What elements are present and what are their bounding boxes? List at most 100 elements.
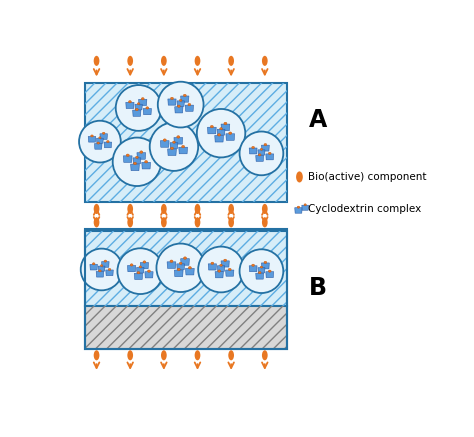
Ellipse shape: [188, 104, 191, 106]
Ellipse shape: [177, 105, 180, 108]
Ellipse shape: [182, 146, 185, 148]
Ellipse shape: [224, 259, 227, 261]
Polygon shape: [218, 266, 225, 271]
Bar: [85, 306, 287, 349]
Circle shape: [116, 85, 162, 131]
Ellipse shape: [179, 262, 182, 264]
Bar: [85, 231, 287, 306]
Ellipse shape: [104, 260, 107, 262]
Polygon shape: [170, 143, 178, 149]
Polygon shape: [134, 273, 143, 280]
Polygon shape: [179, 147, 188, 154]
Ellipse shape: [183, 94, 186, 97]
Ellipse shape: [136, 108, 138, 111]
Ellipse shape: [262, 217, 268, 227]
Ellipse shape: [130, 264, 133, 266]
Ellipse shape: [161, 204, 167, 214]
Polygon shape: [185, 105, 193, 111]
Ellipse shape: [268, 152, 271, 154]
Ellipse shape: [171, 97, 173, 100]
Ellipse shape: [219, 128, 222, 130]
Polygon shape: [181, 96, 189, 102]
Polygon shape: [258, 150, 265, 155]
Ellipse shape: [188, 267, 191, 269]
Text: B: B: [309, 276, 327, 300]
Polygon shape: [174, 138, 182, 144]
Polygon shape: [249, 148, 257, 154]
Ellipse shape: [297, 206, 300, 208]
Ellipse shape: [140, 151, 143, 153]
Polygon shape: [249, 266, 257, 272]
Ellipse shape: [94, 204, 100, 214]
Polygon shape: [177, 264, 184, 270]
Polygon shape: [160, 141, 169, 147]
Polygon shape: [266, 154, 273, 160]
Ellipse shape: [258, 154, 261, 156]
Ellipse shape: [228, 350, 234, 361]
Ellipse shape: [228, 56, 234, 66]
Circle shape: [113, 138, 161, 186]
Ellipse shape: [128, 56, 133, 66]
Polygon shape: [168, 99, 176, 105]
Ellipse shape: [177, 268, 180, 271]
Ellipse shape: [134, 162, 137, 165]
Polygon shape: [90, 264, 98, 270]
Ellipse shape: [262, 56, 268, 66]
Bar: [85, 231, 287, 306]
Ellipse shape: [94, 217, 100, 227]
Polygon shape: [177, 101, 184, 106]
Ellipse shape: [304, 204, 306, 206]
Circle shape: [239, 249, 283, 293]
Polygon shape: [181, 259, 190, 265]
Polygon shape: [98, 266, 105, 271]
Circle shape: [81, 249, 122, 290]
Ellipse shape: [108, 268, 111, 271]
Ellipse shape: [211, 262, 214, 264]
Ellipse shape: [97, 142, 100, 144]
Ellipse shape: [128, 204, 133, 214]
Polygon shape: [256, 273, 264, 279]
Polygon shape: [208, 127, 216, 134]
Polygon shape: [175, 107, 183, 113]
Ellipse shape: [161, 56, 167, 66]
Ellipse shape: [195, 350, 201, 361]
Ellipse shape: [210, 125, 213, 128]
Ellipse shape: [128, 217, 133, 227]
Polygon shape: [140, 263, 148, 269]
Ellipse shape: [100, 265, 103, 267]
Bar: [85, 83, 287, 202]
Ellipse shape: [145, 160, 148, 163]
Ellipse shape: [161, 217, 167, 227]
Polygon shape: [215, 272, 223, 278]
Ellipse shape: [262, 204, 268, 214]
Ellipse shape: [128, 101, 131, 103]
Ellipse shape: [183, 257, 187, 259]
Ellipse shape: [296, 171, 303, 183]
Ellipse shape: [143, 261, 146, 263]
Ellipse shape: [136, 156, 138, 158]
Ellipse shape: [170, 260, 173, 263]
Ellipse shape: [137, 271, 140, 274]
Circle shape: [239, 132, 283, 175]
Polygon shape: [100, 134, 108, 139]
Ellipse shape: [107, 141, 109, 142]
Ellipse shape: [146, 107, 149, 109]
Polygon shape: [302, 205, 309, 210]
Polygon shape: [262, 263, 269, 269]
Ellipse shape: [252, 146, 255, 149]
Ellipse shape: [262, 350, 268, 361]
Polygon shape: [106, 270, 113, 276]
Polygon shape: [295, 208, 302, 213]
Ellipse shape: [218, 134, 220, 136]
Text: A: A: [309, 108, 327, 132]
Bar: [85, 306, 287, 349]
Ellipse shape: [161, 350, 167, 361]
Polygon shape: [104, 142, 111, 148]
Ellipse shape: [91, 135, 93, 137]
Polygon shape: [262, 145, 269, 151]
Polygon shape: [137, 153, 146, 159]
Ellipse shape: [264, 261, 267, 264]
Ellipse shape: [128, 350, 133, 361]
Polygon shape: [142, 163, 151, 169]
Text: Bio(active) component: Bio(active) component: [308, 172, 427, 182]
